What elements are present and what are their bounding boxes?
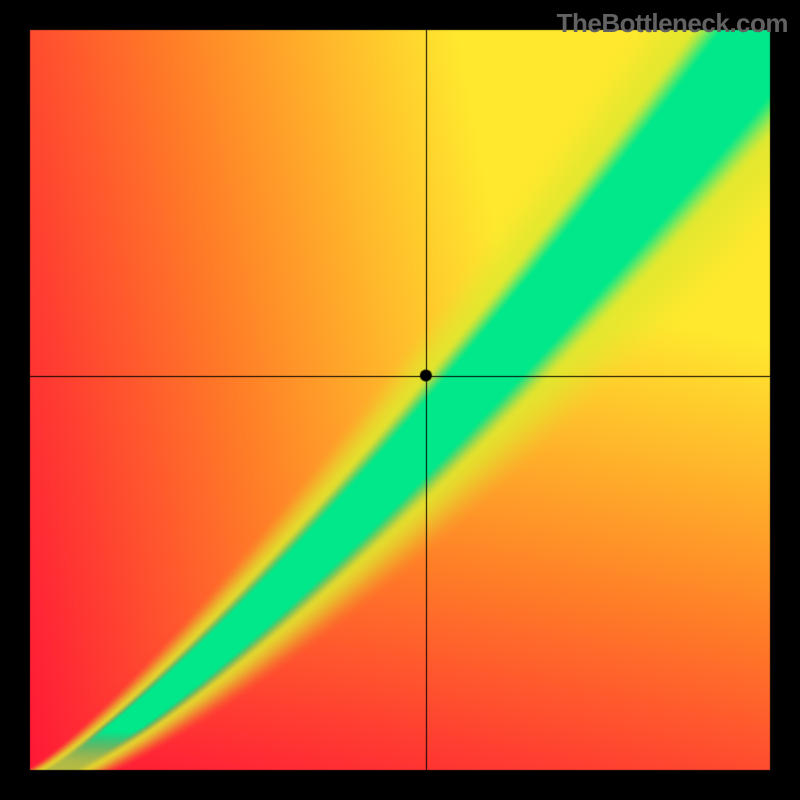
chart-container: TheBottleneck.com: [0, 0, 800, 800]
watermark-label: TheBottleneck.com: [557, 8, 788, 39]
gradient-canvas: [0, 0, 800, 800]
